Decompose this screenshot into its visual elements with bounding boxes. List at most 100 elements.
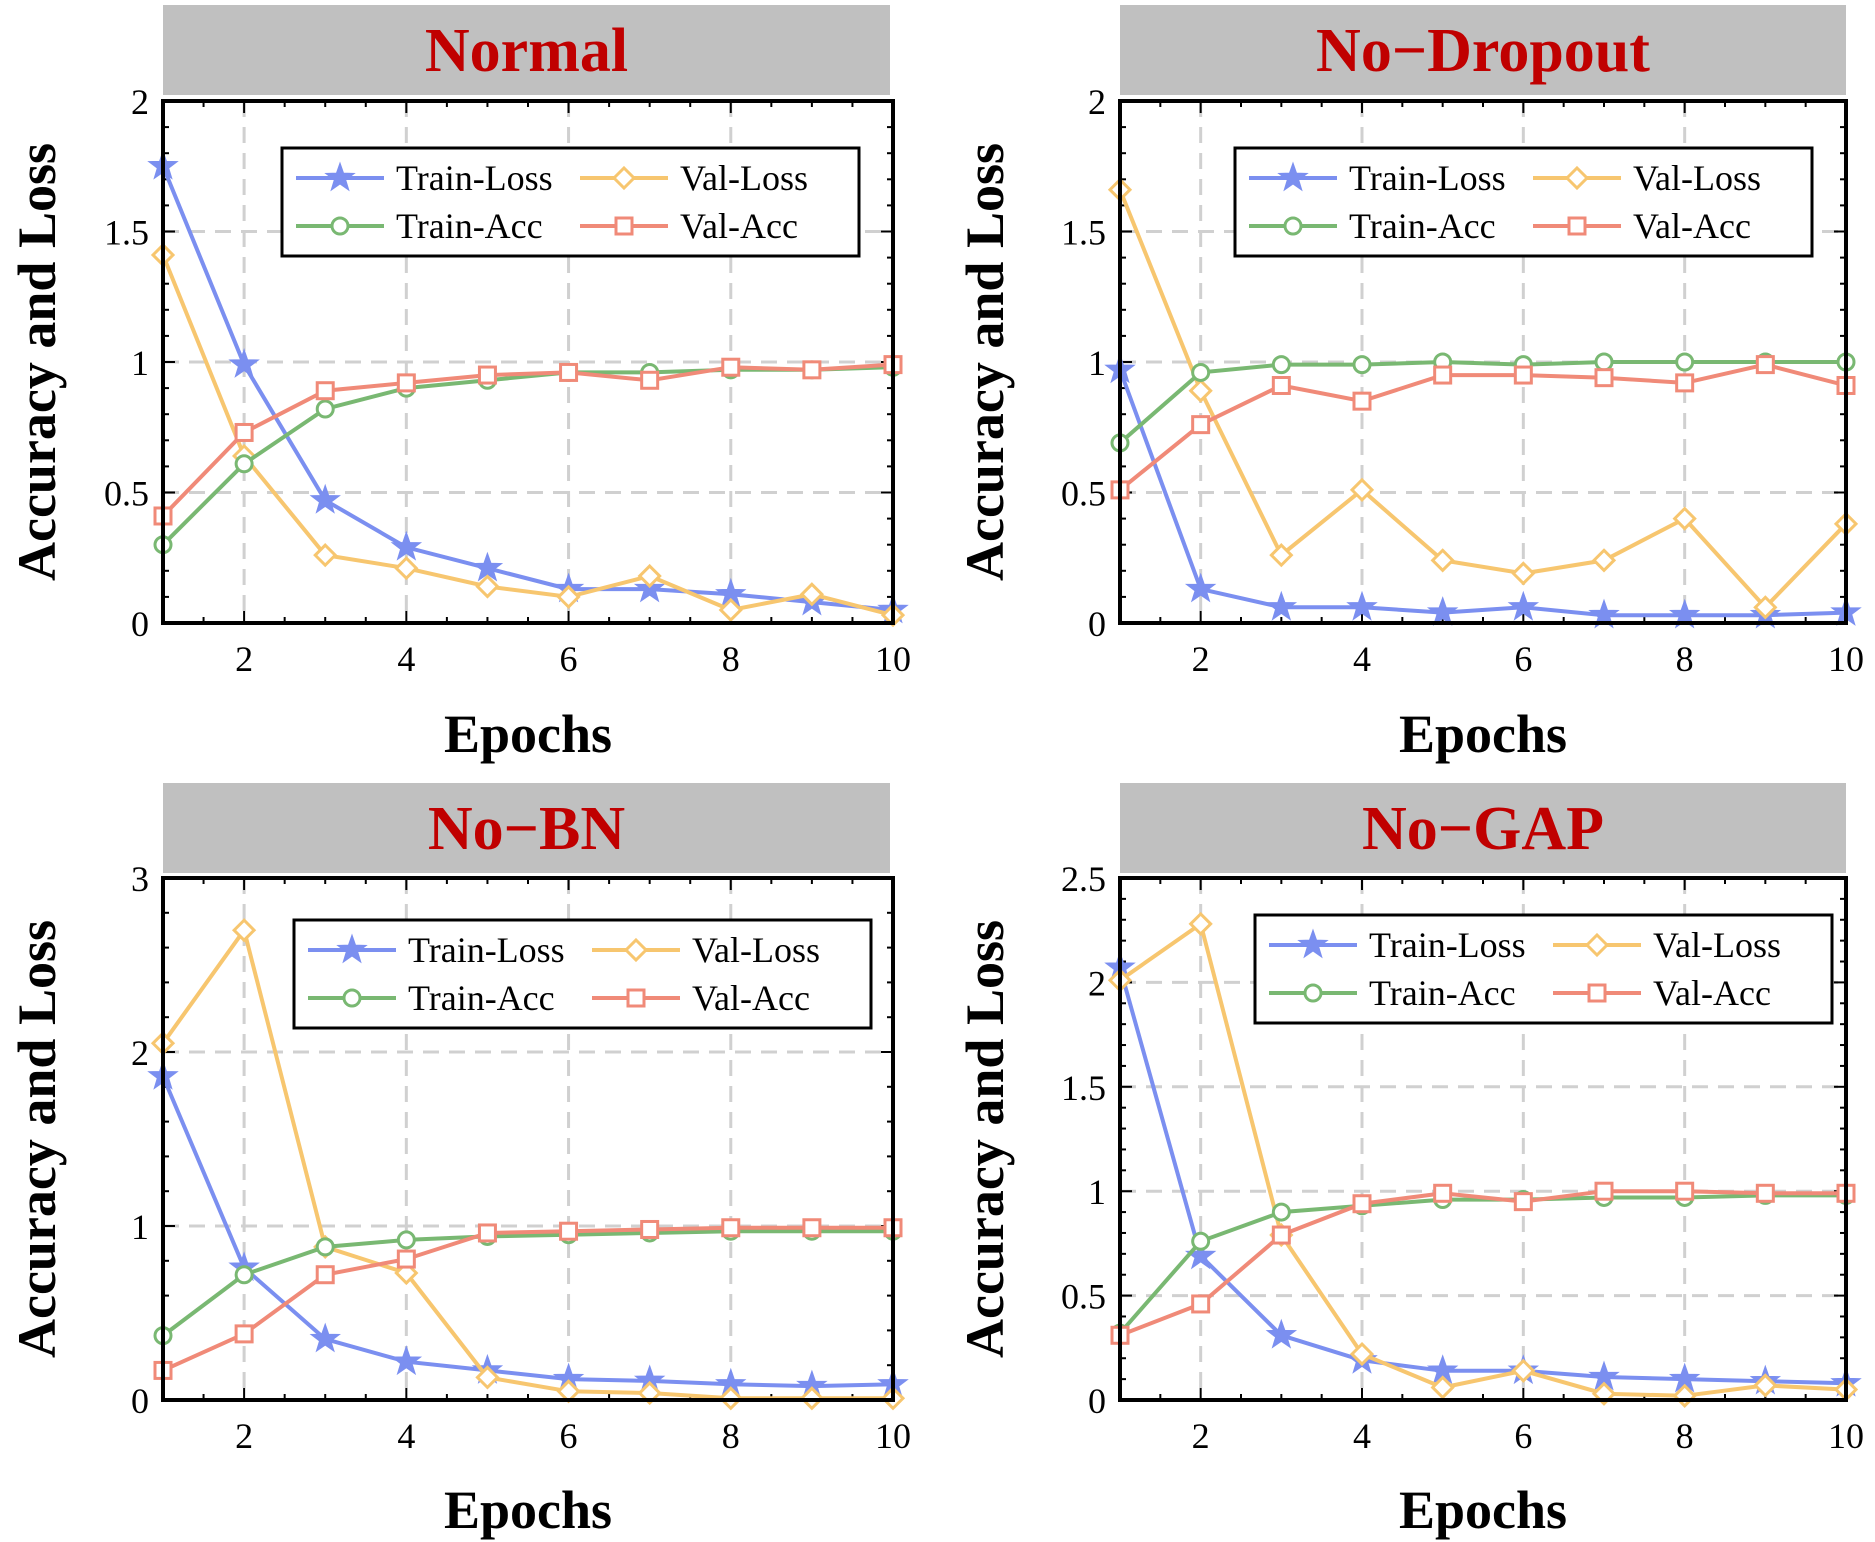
x-axis-label: Epochs: [1399, 1480, 1567, 1540]
data-point: [394, 556, 419, 581]
y-tick-label: 1: [1088, 1172, 1106, 1212]
data-point: [1271, 355, 1291, 375]
y-tick-label: 1: [131, 1207, 149, 1247]
legend-label: Val-Acc: [692, 978, 810, 1018]
data-point: [802, 360, 822, 380]
legend: Train-Loss Val-Loss Train-Acc Val-Acc: [280, 146, 861, 258]
series-line: [1118, 1193, 1846, 1335]
x-tick-label: 6: [1514, 639, 1532, 679]
series-line: [1118, 359, 1846, 445]
data-point: [1433, 1183, 1453, 1203]
data-point: [640, 1219, 660, 1239]
data-point: [315, 381, 335, 401]
data-point: [1271, 1202, 1291, 1222]
data-point: [475, 1365, 500, 1390]
data-point: [1426, 596, 1459, 626]
legend-label: Train-Acc: [396, 206, 543, 246]
legend-item-train-loss: Train-Loss: [1249, 158, 1506, 198]
y-tick-label: 0: [131, 604, 149, 644]
legend-label: Train-Loss: [1349, 158, 1506, 198]
series-line: [1118, 188, 1848, 611]
data-point: [1430, 548, 1455, 573]
y-tick-label: 0.5: [104, 474, 149, 514]
data-point: [1352, 1194, 1372, 1214]
data-point: [315, 1265, 335, 1285]
y-tick-label: 2: [131, 1033, 149, 1073]
legend-item-val-acc: Val-Acc: [592, 978, 810, 1018]
x-tick-label: 8: [1676, 1416, 1694, 1456]
y-tick-label: 0: [1088, 1381, 1106, 1421]
x-tick-label: 6: [560, 1416, 578, 1456]
data-point: [1349, 477, 1375, 503]
data-point: [1430, 1375, 1455, 1400]
data-point: [802, 1218, 822, 1238]
data-point: [1675, 352, 1695, 372]
x-axis-label: Epochs: [1399, 704, 1567, 764]
chart-panel-2: No−Dropout 2 4 6 8 10 0 0.5 1 1.5 2 Epochs Accuracy …: [955, 5, 1864, 764]
data-point: [477, 1223, 497, 1243]
data-point: [640, 370, 660, 390]
data-point: [559, 362, 579, 382]
y-tick-label: 2: [131, 82, 149, 122]
title-bar: [1120, 5, 1846, 95]
legend-marker: [1564, 165, 1590, 191]
x-tick-label: 4: [1353, 639, 1371, 679]
data-point: [477, 365, 497, 385]
data-point: [1594, 352, 1614, 372]
legend-item-val-loss: Val-Loss: [1553, 925, 1781, 965]
legend-item-val-loss: Val-Loss: [580, 158, 808, 198]
data-point: [1352, 355, 1372, 375]
data-point: [1188, 911, 1213, 937]
chart-panel-4: No−GAP 2 4 6 8 10 0 0.5 1 1.5 2 2.5 Epochs Accuracy a…: [955, 783, 1864, 1540]
legend-label: Val-Loss: [680, 158, 808, 198]
x-tick-label: 6: [1514, 1416, 1532, 1456]
legend-marker: [324, 161, 356, 192]
data-point: [556, 584, 581, 610]
data-point: [475, 574, 500, 599]
legend-label: Train-Acc: [408, 978, 555, 1018]
data-point: [1191, 1294, 1211, 1314]
title-bar: [1120, 783, 1846, 873]
legend-item-train-loss: Train-Loss: [1269, 925, 1526, 965]
chart-title: No−BN: [428, 795, 625, 863]
data-point: [1753, 1373, 1778, 1398]
axes-frame: [161, 99, 895, 625]
legend-item-val-loss: Val-Loss: [592, 930, 820, 970]
data-point: [721, 357, 741, 377]
data-point: [559, 1221, 579, 1241]
data-point: [396, 1230, 416, 1250]
data-point: [1507, 590, 1540, 621]
data-point: [1753, 595, 1778, 620]
y-tick-label: 0: [131, 1381, 149, 1421]
data-point: [390, 1345, 423, 1376]
legend-marker: [626, 988, 646, 1008]
data-point: [1265, 1318, 1298, 1349]
legend-label: Val-Acc: [1633, 206, 1751, 246]
legend-marker: [1283, 216, 1303, 236]
data-point: [1191, 362, 1211, 382]
legend-marker: [1303, 983, 1323, 1003]
y-tick-label: 1.5: [1061, 213, 1106, 253]
data-point: [234, 454, 254, 474]
data-point: [228, 348, 260, 378]
chart-title: No−Dropout: [1316, 17, 1650, 85]
legend-item-val-acc: Val-Acc: [1533, 206, 1751, 246]
x-tick-label: 8: [1676, 639, 1694, 679]
chart-title: No−GAP: [1362, 795, 1604, 863]
data-point: [637, 563, 662, 589]
data-point: [718, 597, 743, 623]
legend-marker: [1297, 928, 1329, 959]
data-point: [234, 1324, 254, 1344]
x-tick-label: 4: [397, 639, 415, 679]
data-point: [1513, 365, 1533, 385]
series-line: [161, 165, 894, 612]
legend: Train-Loss Val-Loss Train-Acc Val-Acc: [1233, 146, 1814, 258]
x-tick-label: 2: [1192, 639, 1210, 679]
y-axis-label: Accuracy and Loss: [7, 143, 67, 581]
data-point: [1191, 1231, 1211, 1251]
y-tick-label: 3: [131, 859, 149, 899]
legend-marker: [1587, 983, 1607, 1003]
legend-marker: [330, 216, 350, 236]
x-tick-label: 10: [875, 639, 911, 679]
